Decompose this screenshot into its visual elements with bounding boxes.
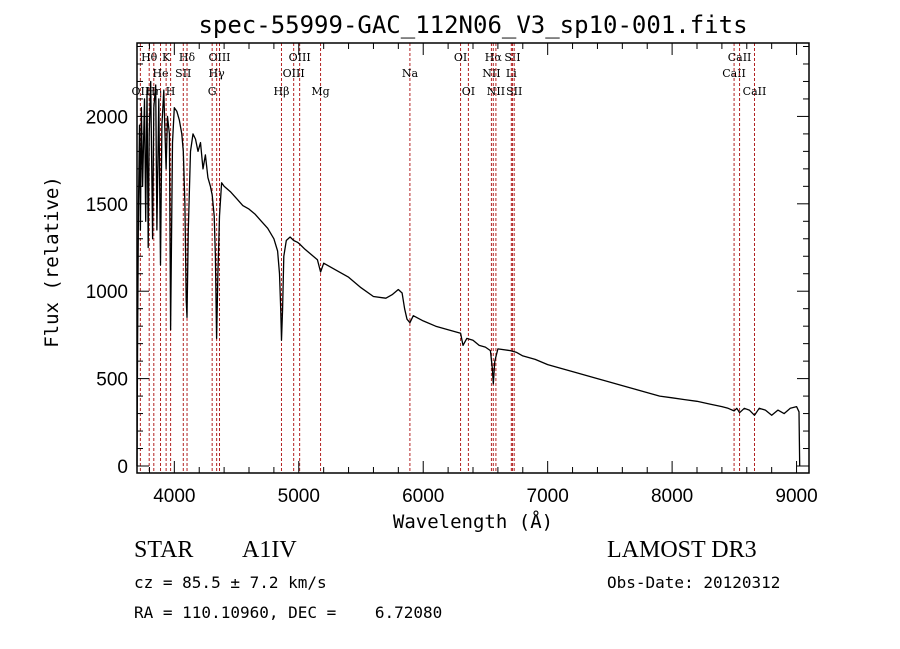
- line-marker-label: SII: [175, 67, 191, 80]
- y-tick-label: 2000: [86, 107, 128, 128]
- x-tick-labels: 4000 5000 6000 7000 8000 9000: [153, 486, 818, 507]
- y-tick-labels: 0 500 1000 1500 2000: [86, 107, 128, 478]
- series-group: [136, 80, 801, 467]
- object-subclass: A1IV: [242, 537, 297, 563]
- line-marker-label: Hα: [485, 51, 503, 64]
- line-marker-label: NII: [487, 85, 505, 98]
- line-marker-label: He: [152, 67, 168, 80]
- y-tick-label: 0: [117, 457, 128, 478]
- x-tick-label: 4000: [153, 486, 195, 507]
- y-tick-label: 1000: [86, 282, 128, 303]
- chart-title: spec-55999-GAC_112N06_V3_sp10-001.fits: [198, 11, 747, 39]
- coordinates-text: RA = 110.10960, DEC = 6.72080: [134, 603, 443, 622]
- line-marker-label: Hβ: [274, 85, 290, 98]
- line-marker-label: OIII: [283, 67, 305, 80]
- line-marker-label: Hθ: [141, 51, 158, 64]
- x-tick-label: 6000: [402, 486, 444, 507]
- x-axis-label: Wavelength (Å): [393, 510, 553, 533]
- x-tick-label: 5000: [278, 486, 320, 507]
- line-marker-label: Li: [506, 67, 517, 80]
- line-markers: OII Hθ Hη He K H SII Hδ G Hγ OIII Hβ OIII OIII Mg Na OI O…: [132, 43, 767, 473]
- x-tick-label: 7000: [527, 486, 569, 507]
- line-marker-label: OIII: [289, 51, 311, 64]
- line-marker-label: OII: [132, 85, 150, 98]
- obs-date-text: Obs-Date: 20120312: [607, 573, 781, 592]
- line-marker-label: Na: [402, 67, 419, 80]
- line-marker-label: Hγ: [209, 67, 226, 80]
- line-marker-label: Hδ: [179, 51, 196, 64]
- x-tick-label: 8000: [651, 486, 693, 507]
- line-marker-label: G: [208, 85, 217, 98]
- line-marker-label: CaII: [743, 85, 767, 98]
- series-line-spectrum: [136, 80, 801, 467]
- object-class: STAR: [134, 537, 194, 563]
- axis-ticks: [137, 43, 809, 473]
- line-marker-label: H: [166, 85, 176, 98]
- line-marker-label: Mg: [311, 85, 329, 98]
- line-marker-label: NII: [482, 67, 500, 80]
- x-tick-label: 9000: [775, 486, 817, 507]
- line-marker-label: SII: [506, 85, 522, 98]
- line-marker-label: CaII: [722, 67, 746, 80]
- line-marker-label: OI: [462, 85, 475, 98]
- line-marker-label: K: [162, 51, 171, 64]
- y-axis-label: Flux (relative): [41, 176, 63, 348]
- line-marker-label: SII: [504, 51, 520, 64]
- line-marker-label: OIII: [208, 51, 230, 64]
- line-marker-label: Hη: [146, 85, 162, 98]
- line-marker-label: CaII: [728, 51, 752, 64]
- redshift-text: cz = 85.5 ± 7.2 km/s: [134, 573, 327, 592]
- survey-label: LAMOST DR3: [607, 537, 757, 563]
- plot-frame: [136, 42, 810, 474]
- line-marker-label: OI: [454, 51, 467, 64]
- y-tick-label: 500: [96, 370, 128, 391]
- y-tick-label: 1500: [86, 195, 128, 216]
